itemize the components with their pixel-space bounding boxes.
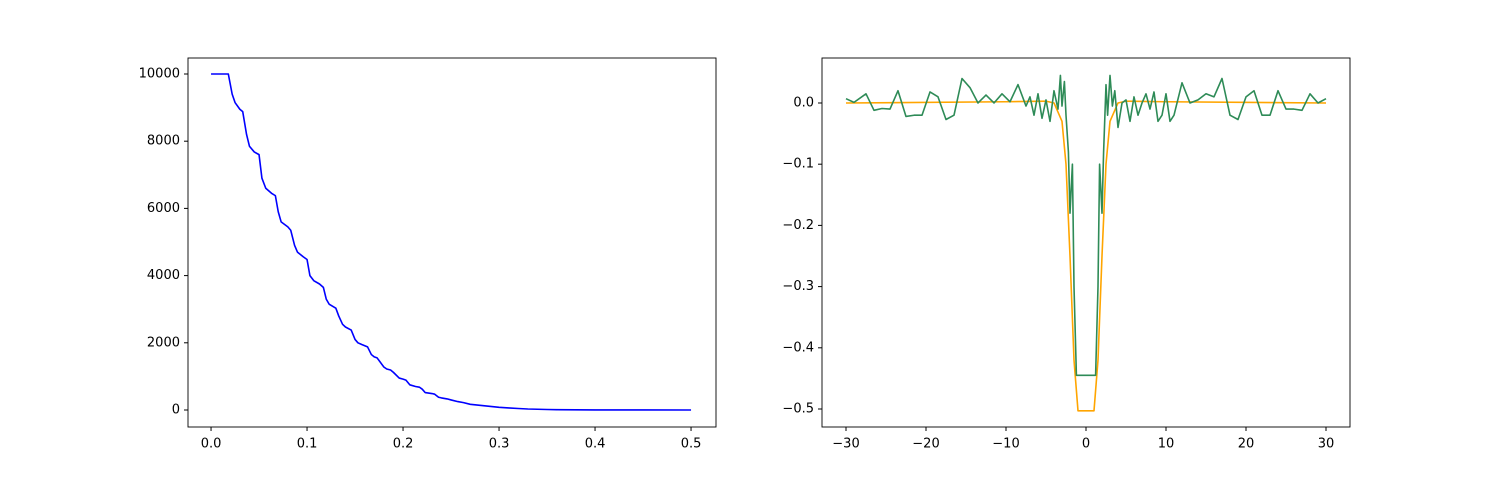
y-tick-label: 6000 — [147, 201, 180, 216]
y-tick-label: −0.1 — [782, 157, 814, 172]
x-tick-label: 0.0 — [201, 437, 222, 452]
y-tick-label: −0.3 — [782, 279, 814, 294]
y-tick-label: 4000 — [147, 268, 180, 283]
y-tick-label: 2000 — [147, 335, 180, 350]
y-tick-label: 8000 — [147, 134, 180, 149]
x-tick-label: −10 — [992, 437, 1019, 452]
y-tick-label: 0 — [172, 402, 180, 417]
data-line — [211, 73, 692, 411]
y-tick-label: −0.2 — [782, 218, 814, 233]
data-line — [845, 100, 1327, 412]
y-tick-label: −0.4 — [782, 340, 814, 355]
x-tick-label: 0 — [1082, 437, 1090, 452]
x-tick-label: 0.4 — [585, 437, 606, 452]
x-tick-label: 0.3 — [489, 437, 510, 452]
axes-frame — [187, 57, 717, 428]
x-tick-label: −20 — [912, 437, 939, 452]
data-line — [845, 74, 1327, 377]
x-tick-label: 20 — [1238, 437, 1255, 452]
x-tick-label: 0.2 — [393, 437, 414, 452]
y-tick-label: 10000 — [139, 66, 180, 81]
x-tick-label: 0.5 — [681, 437, 702, 452]
y-tick-label: 0.0 — [793, 95, 814, 110]
x-tick-label: 0.1 — [297, 437, 318, 452]
x-tick-label: 10 — [1158, 437, 1175, 452]
x-tick-label: 30 — [1318, 437, 1335, 452]
x-tick-label: −30 — [832, 437, 859, 452]
y-tick-label: −0.5 — [782, 402, 814, 417]
